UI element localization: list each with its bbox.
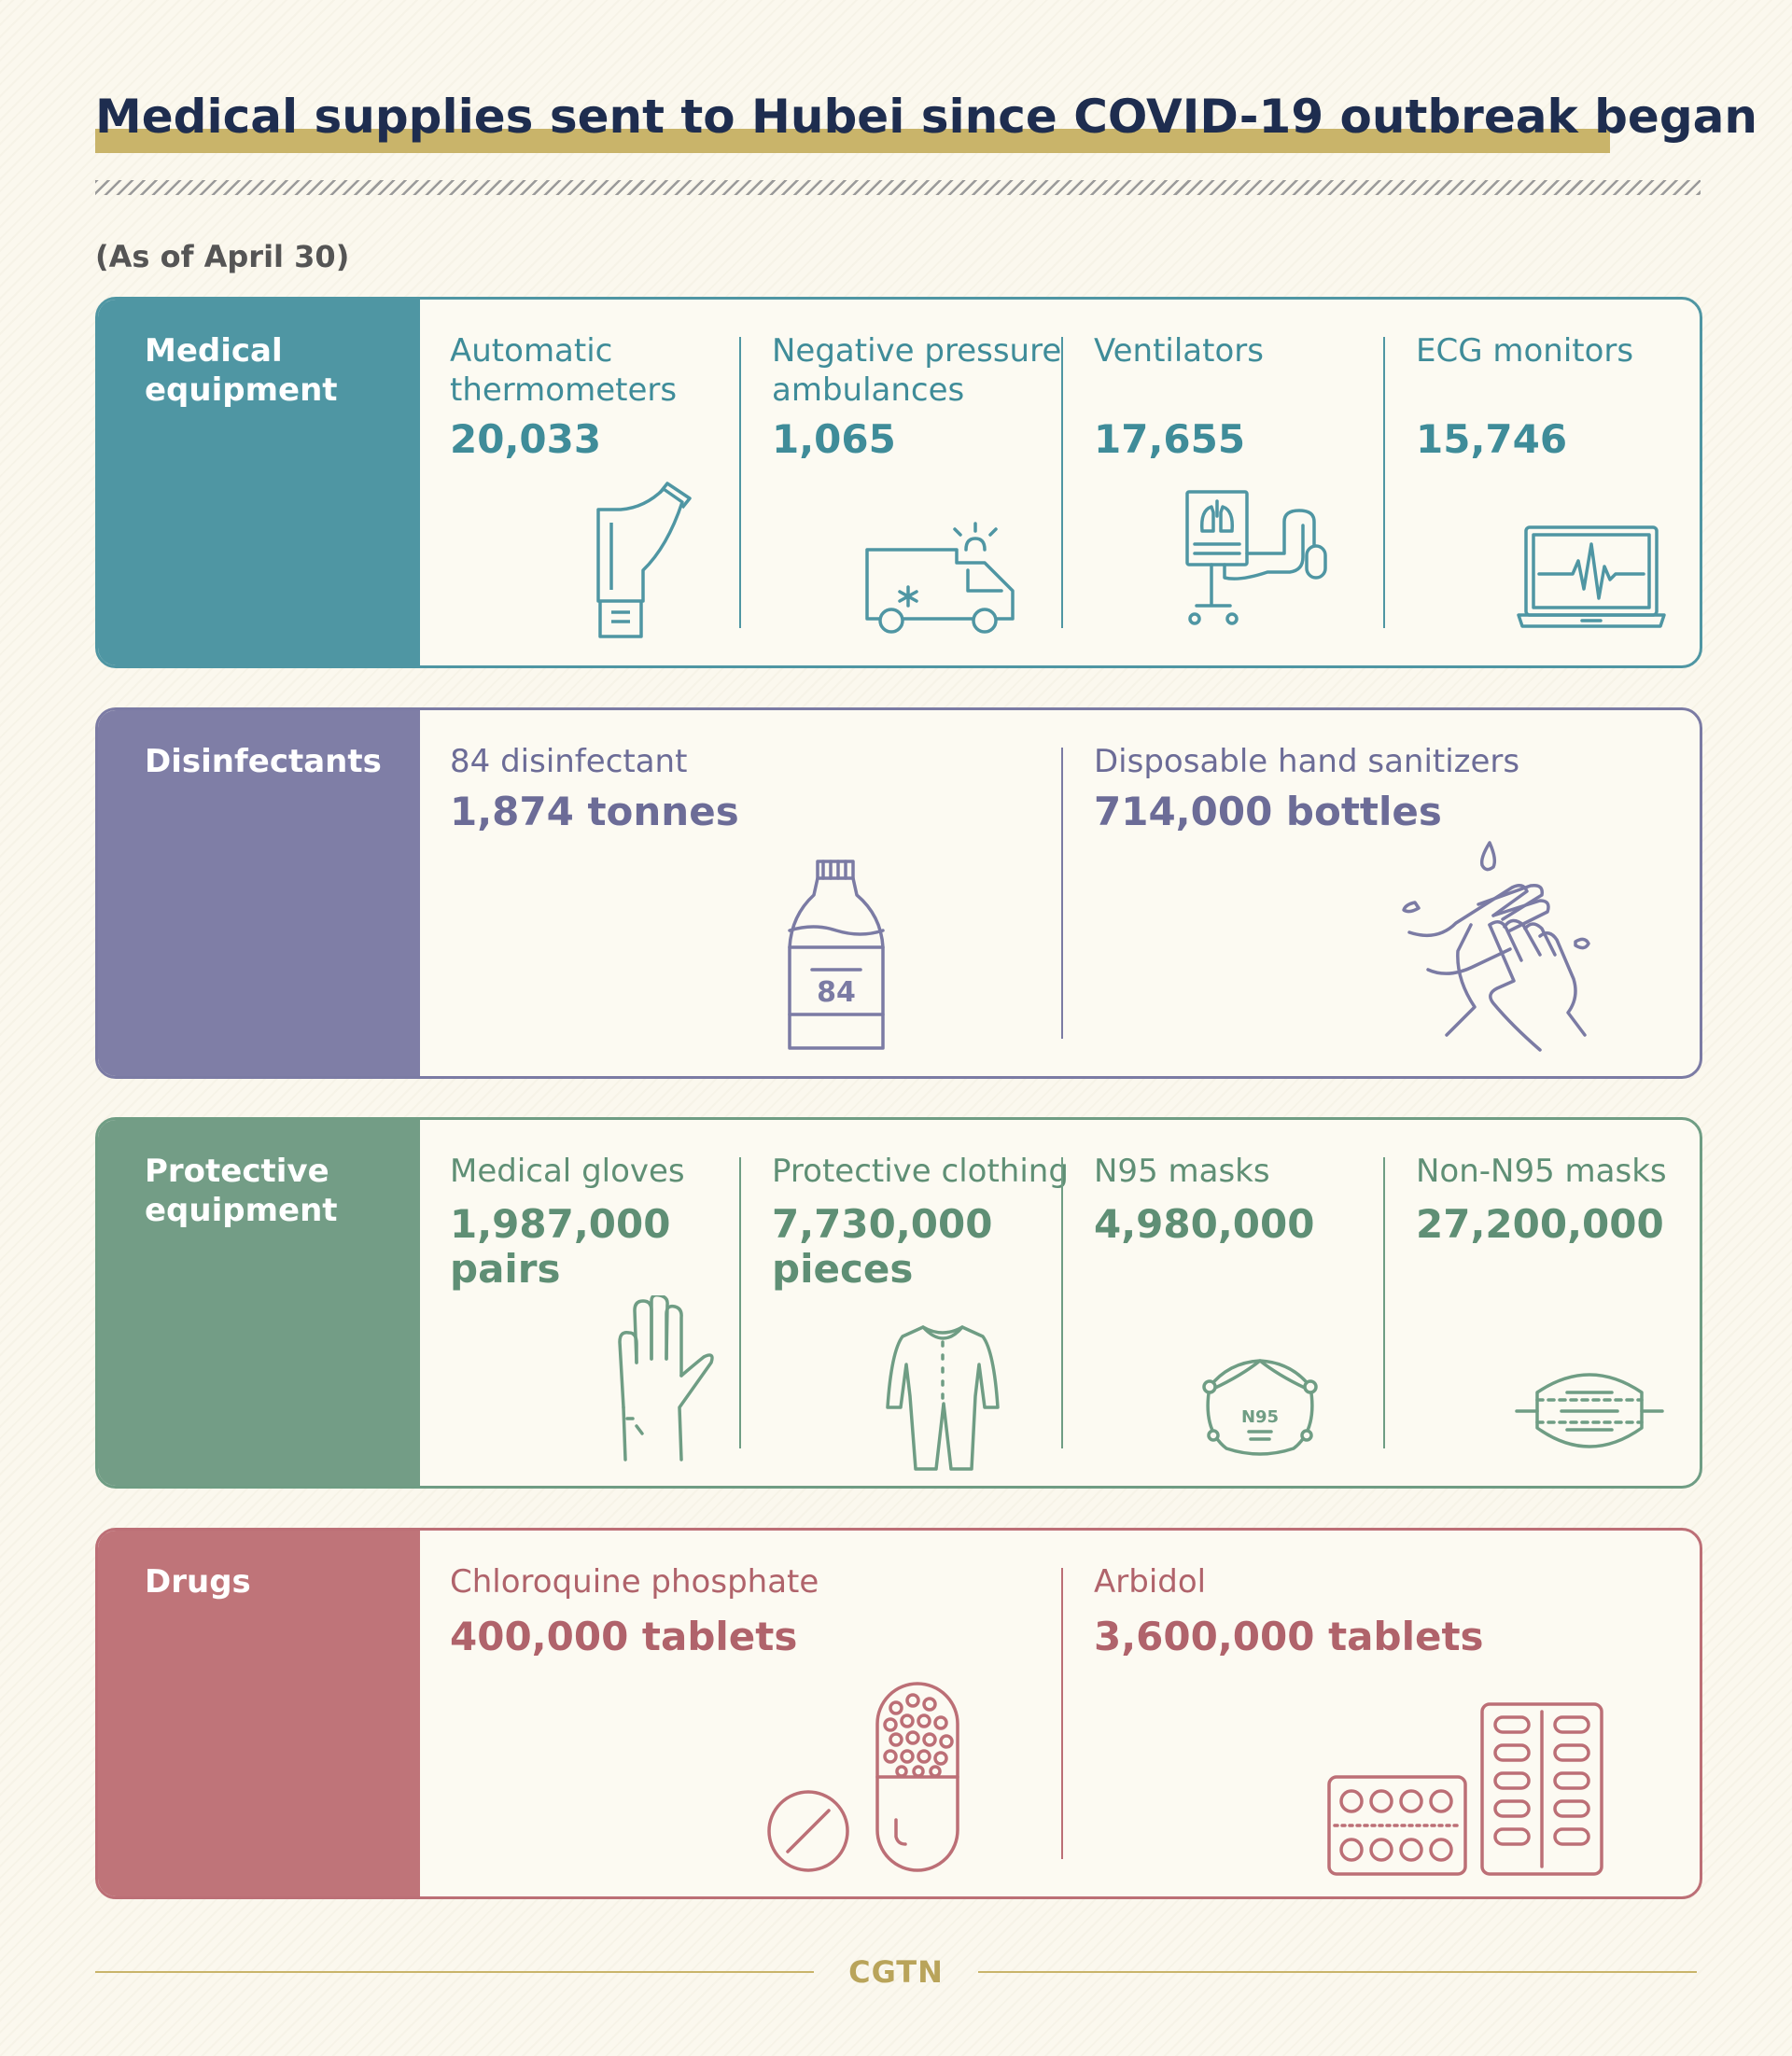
category-tab-medical-equipment: Medical equipment — [98, 300, 420, 665]
protective-suit-icon — [882, 1323, 1003, 1473]
panel-medical-equipment: Medical equipment Automatic thermometers… — [95, 297, 1702, 668]
item-divider — [739, 1157, 741, 1448]
surgical-mask-icon — [1515, 1364, 1664, 1458]
footer-line-right — [978, 1971, 1697, 1973]
item-label: ECG monitors — [1416, 332, 1634, 370]
item-value: 27,200,000 — [1416, 1201, 1664, 1247]
disinfectant-bottle-icon: 84 — [786, 858, 889, 1054]
panel-protective-equipment: Protective equipment Medical gloves 1,98… — [95, 1117, 1702, 1489]
item-n95-masks: N95 masks 4,980,000 N95 — [1064, 1120, 1386, 1486]
date-note: (As of April 30) — [95, 239, 350, 274]
item-ventilators: Ventilators 17,655 — [1064, 300, 1386, 665]
item-value: 17,655 — [1094, 416, 1246, 462]
item-divider — [1061, 337, 1063, 628]
washing-hands-icon — [1400, 839, 1596, 1054]
blister-pack-icon — [1325, 1700, 1615, 1878]
item-ecg-monitors: ECG monitors 15,746 — [1386, 300, 1700, 665]
ventilator-icon — [1183, 488, 1342, 637]
item-value: 1,065 — [772, 416, 896, 462]
cgtn-logo: CGTN — [848, 1954, 944, 1990]
item-medical-gloves: Medical gloves 1,987,000 pairs — [420, 1120, 742, 1486]
pills-icon — [765, 1680, 971, 1876]
page-title: Medical supplies sent to Hubei since COV… — [95, 90, 1757, 144]
item-divider — [1061, 748, 1063, 1039]
title-highlight-bar — [95, 129, 1610, 153]
item-label: Negative pressure ambulances — [772, 332, 1062, 409]
mask-label-text: N95 — [1241, 1407, 1279, 1427]
n95-mask-icon: N95 — [1200, 1355, 1322, 1458]
item-label: Automatic thermometers — [450, 332, 678, 409]
hatch-divider — [95, 180, 1701, 195]
title-block: Medical supplies sent to Hubei since COV… — [95, 90, 1757, 153]
panel-drugs: Drugs Chloroquine phosphate 400,000 tabl… — [95, 1528, 1702, 1899]
item-label: 84 disinfectant — [450, 743, 688, 780]
item-84-disinfectant: 84 disinfectant 1,874 tonnes 84 — [420, 710, 1064, 1076]
item-value: 20,033 — [450, 416, 602, 462]
item-arbidol: Arbidol 3,600,000 tablets — [1064, 1531, 1700, 1896]
category-label: Disinfectants — [145, 743, 382, 780]
item-label: Protective clothing — [772, 1153, 1069, 1190]
item-divider — [1061, 1157, 1063, 1448]
item-label: N95 masks — [1094, 1153, 1270, 1190]
item-divider — [1061, 1568, 1063, 1859]
ambulance-icon — [863, 522, 1022, 634]
footer-line-left — [95, 1971, 814, 1973]
item-value: 714,000 bottles — [1094, 789, 1442, 834]
item-disposable-hand-sanitizers: Disposable hand sanitizers 714,000 bottl… — [1064, 710, 1700, 1076]
item-value: 1,987,000 pairs — [450, 1201, 671, 1292]
item-value: 400,000 tablets — [450, 1614, 798, 1659]
item-divider — [1383, 1157, 1385, 1448]
category-label: Medical equipment — [145, 332, 338, 409]
item-value: 15,746 — [1416, 416, 1568, 462]
category-tab-drugs: Drugs — [98, 1531, 420, 1896]
category-tab-protective-equipment: Protective equipment — [98, 1120, 420, 1486]
category-label: Protective equipment — [145, 1153, 338, 1229]
item-divider — [1383, 337, 1385, 628]
item-value: 3,600,000 tablets — [1094, 1614, 1484, 1659]
panel-disinfectants: Disinfectants 84 disinfectant 1,874 tonn… — [95, 707, 1702, 1079]
item-negative-pressure-ambulances: Negative pressure ambulances 1,065 — [742, 300, 1064, 665]
item-value: 7,730,000 pieces — [772, 1201, 993, 1292]
item-label: Medical gloves — [450, 1153, 685, 1190]
item-chloroquine-phosphate: Chloroquine phosphate 400,000 tablets — [420, 1531, 1064, 1896]
item-label: Non-N95 masks — [1416, 1153, 1667, 1190]
item-non-n95-masks: Non-N95 masks 27,200,000 — [1386, 1120, 1700, 1486]
item-label: Disposable hand sanitizers — [1094, 743, 1520, 780]
item-value: 4,980,000 — [1094, 1201, 1315, 1247]
item-label: Chloroquine phosphate — [450, 1563, 819, 1601]
thermometer-icon — [593, 482, 695, 640]
ecg-monitor-icon — [1517, 524, 1666, 636]
item-automatic-thermometers: Automatic thermometers 20,033 — [420, 300, 835, 665]
item-protective-clothing: Protective clothing 7,730,000 pieces — [742, 1120, 1069, 1486]
bottle-label-text: 84 — [817, 976, 856, 1009]
category-tab-disinfectants: Disinfectants — [98, 710, 420, 1076]
category-label: Drugs — [145, 1563, 251, 1601]
item-divider — [739, 337, 741, 628]
item-value: 1,874 tonnes — [450, 789, 739, 834]
item-label: Ventilators — [1094, 332, 1264, 370]
item-label: Arbidol — [1094, 1563, 1207, 1601]
glove-icon — [614, 1295, 717, 1463]
